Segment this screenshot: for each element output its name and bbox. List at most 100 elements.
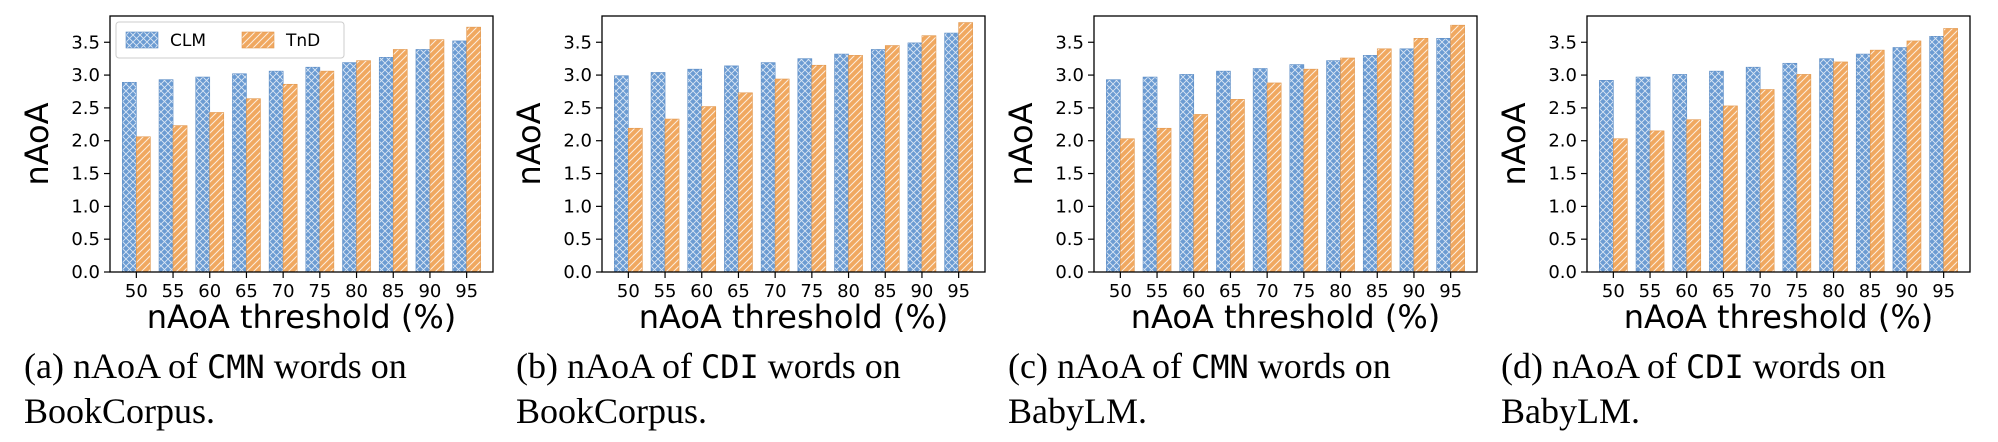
bar-clm-65 — [232, 73, 247, 273]
bar-tnd-65 — [246, 98, 261, 273]
bar-clm-90 — [415, 49, 431, 273]
y-tick-label: 2.0 — [1055, 131, 1084, 152]
chart-panel-3: 0.0 0.5 1.0 1.5 2.0 2.5 3.0 3.5 50 55 60 65 70 75 80 85… — [1002, 15, 1478, 336]
bar-clm-90 — [1892, 47, 1908, 273]
bar-clm-60 — [1179, 74, 1195, 273]
bar-tnd-50 — [628, 127, 643, 273]
bar-tnd-95 — [1943, 28, 1958, 273]
bar-clm-90 — [1399, 48, 1415, 273]
plot-frame — [109, 15, 494, 273]
bar-clm-70 — [1745, 66, 1761, 273]
y-tick-label: 2.0 — [71, 131, 100, 152]
caption-line2: BabyLM. — [1501, 391, 1640, 431]
x-tick-label: 80 — [1822, 281, 1845, 302]
bar-tnd-75 — [1303, 68, 1319, 273]
bar-tnd-60 — [1686, 119, 1702, 273]
legend-swatch-clm — [125, 31, 159, 49]
x-axis-label: nAoA threshold (%) — [639, 298, 949, 336]
caption-1: (a) nAoA of CMN words on BookCorpus. — [24, 344, 494, 433]
bar-clm-60 — [195, 76, 211, 273]
caption-suffix: words on — [264, 346, 407, 386]
caption-prefix: (c) nAoA of — [1008, 346, 1191, 386]
x-tick-label: 95 — [1439, 281, 1462, 302]
x-tick-label: 80 — [837, 281, 860, 302]
caption-word: CDI — [1685, 348, 1744, 386]
bar-clm-55 — [158, 79, 174, 273]
y-tick-label: 3.5 — [1548, 32, 1577, 53]
bar-tnd-90 — [429, 39, 445, 273]
legend-label-tnd: TnD — [285, 31, 320, 51]
bar-clm-80 — [1326, 60, 1341, 273]
y-tick-label: 1.5 — [71, 164, 100, 185]
bar-clm-80 — [342, 62, 357, 273]
y-tick-label: 3.0 — [563, 65, 592, 86]
bar-clm-75 — [797, 58, 813, 273]
caption-3: (c) nAoA of CMN words on BabyLM. — [1008, 344, 1478, 433]
bar-tnd-95 — [958, 22, 973, 273]
y-tick-label: 0.0 — [563, 262, 592, 283]
plot-frame — [1586, 15, 1971, 273]
caption-suffix: words on — [1248, 346, 1391, 386]
bar-tnd-50 — [136, 136, 151, 273]
y-tick-label: 2.5 — [71, 98, 100, 119]
x-tick-label: 95 — [1932, 281, 1955, 302]
y-tick-label: 1.5 — [563, 164, 592, 185]
x-tick-label: 70 — [764, 281, 787, 302]
y-tick-label: 0.5 — [1548, 229, 1577, 250]
x-axis-label: nAoA threshold (%) — [1131, 298, 1441, 336]
y-tick-label: 0.5 — [1055, 229, 1084, 250]
y-tick-label: 0.0 — [1548, 262, 1577, 283]
caption-line2: BabyLM. — [1008, 391, 1147, 431]
x-tick-label: 95 — [455, 281, 478, 302]
x-tick-label: 70 — [1256, 281, 1279, 302]
x-tick-label: 60 — [1675, 281, 1698, 302]
bar-tnd-80 — [1833, 61, 1848, 273]
bar-clm-85 — [1855, 53, 1871, 273]
bar-clm-95 — [1929, 36, 1944, 273]
caption-line2: BookCorpus. — [516, 391, 708, 431]
y-axis-label: nAoA — [510, 102, 548, 185]
y-tick-label: 0.0 — [1055, 262, 1084, 283]
plot-frame — [601, 15, 986, 273]
bar-clm-55 — [1635, 76, 1651, 273]
bar-tnd-80 — [848, 55, 863, 273]
caption-2: (b) nAoA of CDI words on BookCorpus. — [516, 344, 986, 433]
bar-clm-80 — [1819, 58, 1834, 273]
caption-word: CMN — [206, 348, 265, 386]
bar-clm-75 — [1782, 62, 1798, 273]
x-tick-label: 85 — [382, 281, 405, 302]
x-tick-label: 60 — [690, 281, 713, 302]
y-axis-label: nAoA — [1002, 102, 1040, 185]
y-axis-label: nAoA — [1495, 102, 1533, 185]
x-tick-label: 70 — [272, 281, 295, 302]
bar-tnd-85 — [1376, 48, 1392, 273]
x-tick-label: 50 — [1109, 281, 1132, 302]
chart-panel-1: 0.0 0.5 1.0 1.5 2.0 2.5 3.0 3.5 50 55 60 65 70 75 80 85… — [18, 15, 494, 336]
bar-tnd-75 — [319, 70, 335, 273]
plot-frame — [1093, 15, 1478, 273]
caption-suffix: words on — [1743, 346, 1886, 386]
bar-tnd-60 — [209, 112, 225, 273]
bar-tnd-70 — [774, 78, 790, 273]
bar-tnd-70 — [282, 83, 298, 273]
bar-tnd-75 — [1796, 74, 1812, 273]
bar-clm-70 — [760, 62, 776, 273]
bar-tnd-85 — [392, 49, 408, 273]
y-tick-label: 1.0 — [71, 196, 100, 217]
x-tick-label: 55 — [162, 281, 185, 302]
bar-clm-75 — [305, 66, 321, 273]
bar-clm-55 — [650, 72, 666, 273]
caption-prefix: (d) nAoA of — [1501, 346, 1686, 386]
bar-clm-90 — [907, 42, 923, 273]
bar-tnd-55 — [1649, 130, 1665, 273]
bar-clm-65 — [1709, 70, 1724, 273]
x-tick-label: 90 — [1895, 281, 1918, 302]
bar-tnd-75 — [811, 64, 827, 273]
bar-tnd-85 — [884, 45, 900, 273]
bar-tnd-80 — [356, 60, 371, 273]
y-tick-label: 3.0 — [71, 65, 100, 86]
bar-clm-50 — [1599, 80, 1614, 273]
x-tick-label: 90 — [418, 281, 441, 302]
caption-prefix: (b) nAoA of — [516, 346, 701, 386]
